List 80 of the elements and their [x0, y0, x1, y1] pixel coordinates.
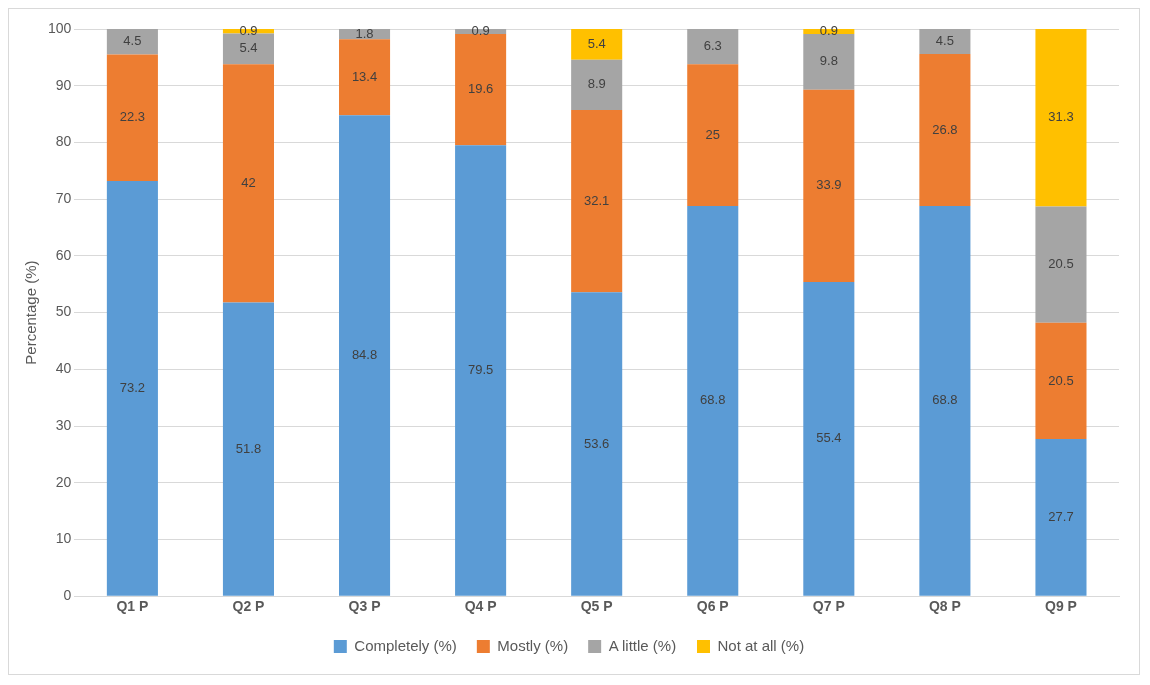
- bar: [222, 64, 274, 303]
- y-axis-title: Percentage (%): [22, 260, 40, 365]
- data-label: 1.8: [355, 25, 374, 41]
- legend-label: Mostly (%): [497, 636, 569, 654]
- bar: [455, 34, 507, 146]
- y-tick-label: 10: [55, 530, 72, 547]
- y-tick-label: 80: [55, 133, 72, 150]
- data-label: 31.3: [1048, 109, 1074, 125]
- bar: [919, 29, 971, 54]
- bar: [1035, 322, 1087, 440]
- bar: [803, 89, 855, 282]
- data-label: 79.5: [467, 362, 494, 378]
- bar: [919, 53, 971, 206]
- data-label: 53.6: [584, 435, 610, 451]
- bar: [1035, 206, 1087, 323]
- x-tick-label: Q3 P: [348, 598, 381, 615]
- bar: [803, 34, 855, 90]
- y-tick-label: 100: [48, 19, 72, 36]
- bar: [1035, 439, 1087, 596]
- x-tick-label: Q1 P: [116, 598, 149, 615]
- data-label: 32.1: [584, 192, 610, 208]
- x-tick-label: Q9 P: [1045, 598, 1077, 615]
- bar: [222, 302, 274, 596]
- data-label: 55.4: [816, 430, 842, 446]
- data-label: 19.6: [467, 81, 494, 97]
- y-tick-label: 70: [55, 190, 72, 207]
- data-label: 8.9: [587, 76, 606, 92]
- bar: [803, 281, 855, 596]
- y-tick-label: 50: [55, 303, 72, 320]
- legend-label: Not at all (%): [717, 636, 805, 654]
- x-tick-label: Q4 P: [464, 598, 497, 615]
- data-label: 25: [705, 126, 720, 142]
- legend-label: Completely (%): [354, 636, 457, 654]
- bar: [106, 181, 158, 596]
- data-label: 5.4: [587, 35, 606, 51]
- bar: [571, 110, 623, 293]
- x-tick-label: Q7 P: [812, 598, 845, 615]
- bar: [106, 29, 158, 55]
- data-label: 73.2: [119, 379, 146, 395]
- data-label: 42: [241, 174, 256, 190]
- y-tick-label: 40: [55, 360, 72, 377]
- y-tick-label: 0: [63, 587, 72, 604]
- data-label: 68.8: [932, 392, 958, 408]
- bar: [1035, 29, 1087, 207]
- bar: [687, 205, 739, 596]
- y-tick-label: 60: [55, 246, 72, 263]
- bar: [687, 64, 739, 206]
- y-tick-label: 30: [55, 416, 72, 433]
- data-label: 9.8: [819, 53, 838, 69]
- y-tick-label: 90: [55, 76, 72, 93]
- data-label: 5.4: [239, 40, 258, 56]
- data-label: 33.9: [816, 177, 842, 193]
- bar: [455, 145, 507, 596]
- data-label: 68.8: [700, 392, 726, 408]
- x-tick-label: Q8 P: [928, 598, 961, 615]
- data-label: 4.5: [123, 33, 142, 49]
- bar: [687, 29, 739, 65]
- data-label: 4.5: [935, 32, 954, 48]
- x-tick-label: Q5 P: [580, 598, 613, 615]
- data-label: 22.3: [119, 109, 146, 125]
- bar: [571, 29, 623, 60]
- x-tick-label: Q2 P: [232, 598, 265, 615]
- data-label: 20.5: [1048, 372, 1074, 388]
- bar: [106, 54, 158, 182]
- data-label: 51.8: [235, 440, 262, 456]
- data-label: 27.7: [1048, 508, 1074, 524]
- legend-label: A little (%): [608, 636, 677, 654]
- x-tick-label: Q6 P: [696, 598, 729, 615]
- bar: [222, 33, 274, 65]
- data-label: 20.5: [1048, 256, 1074, 272]
- bar: [339, 115, 391, 596]
- data-label: 13.4: [351, 68, 378, 84]
- data-label: 26.8: [932, 121, 958, 137]
- y-tick-label: 20: [55, 473, 72, 490]
- bar: [571, 59, 623, 111]
- bar: [571, 292, 623, 596]
- bar: [339, 39, 391, 116]
- data-label: 6.3: [703, 37, 722, 53]
- bar: [919, 205, 971, 596]
- data-label: 84.8: [351, 347, 378, 363]
